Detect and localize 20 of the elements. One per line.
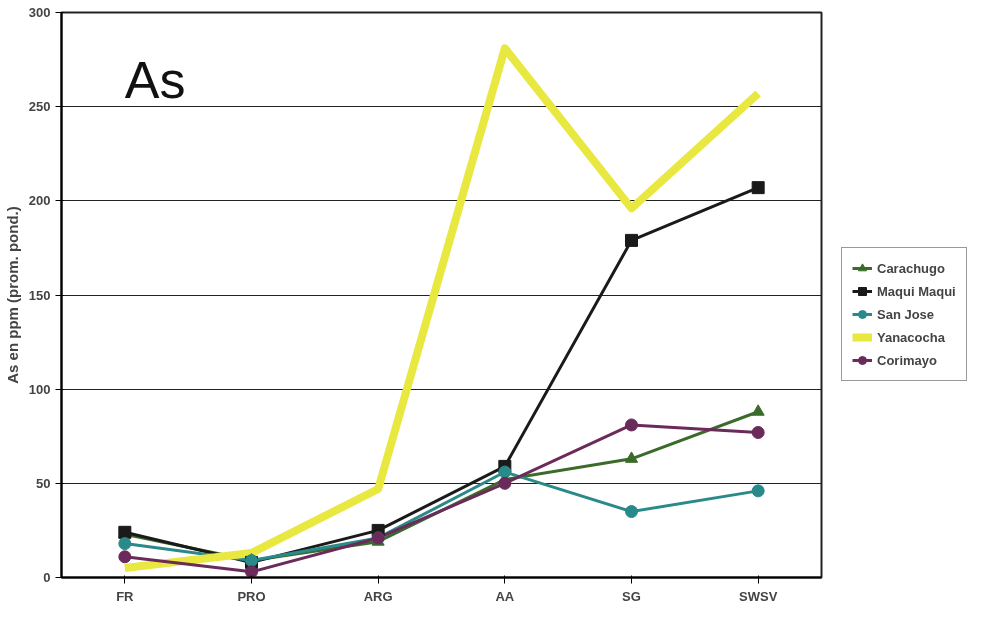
x-tick-label: AA (495, 588, 515, 604)
x-tick-label: ARG (363, 588, 393, 604)
y-tick-label: 150 (28, 287, 51, 303)
x-tick-label: PRO (237, 588, 266, 604)
text: As (124, 50, 186, 109)
legend-label: Maqui Maqui (877, 283, 956, 299)
legend-label: Yanacocha (877, 329, 945, 345)
y-tick-label: 250 (28, 99, 51, 115)
x-tick-label: SWSV (739, 588, 778, 604)
y-axis-title: As en ppm (prom. pond.) (3, 206, 21, 384)
legend-label: Corimayo (877, 352, 937, 368)
y-tick-label: 50 (36, 475, 51, 491)
y-tick-label: 100 (28, 381, 51, 397)
y-tick-label: 300 (28, 5, 51, 20)
x-tick-label: FR (116, 588, 135, 604)
legend-label: San Jose (877, 306, 935, 322)
y-tick-label: 200 (28, 193, 51, 209)
y-tick-label: 0 (43, 570, 51, 585)
x-tick-label: SG (622, 588, 641, 604)
legend-label: Carachugo (877, 260, 945, 276)
